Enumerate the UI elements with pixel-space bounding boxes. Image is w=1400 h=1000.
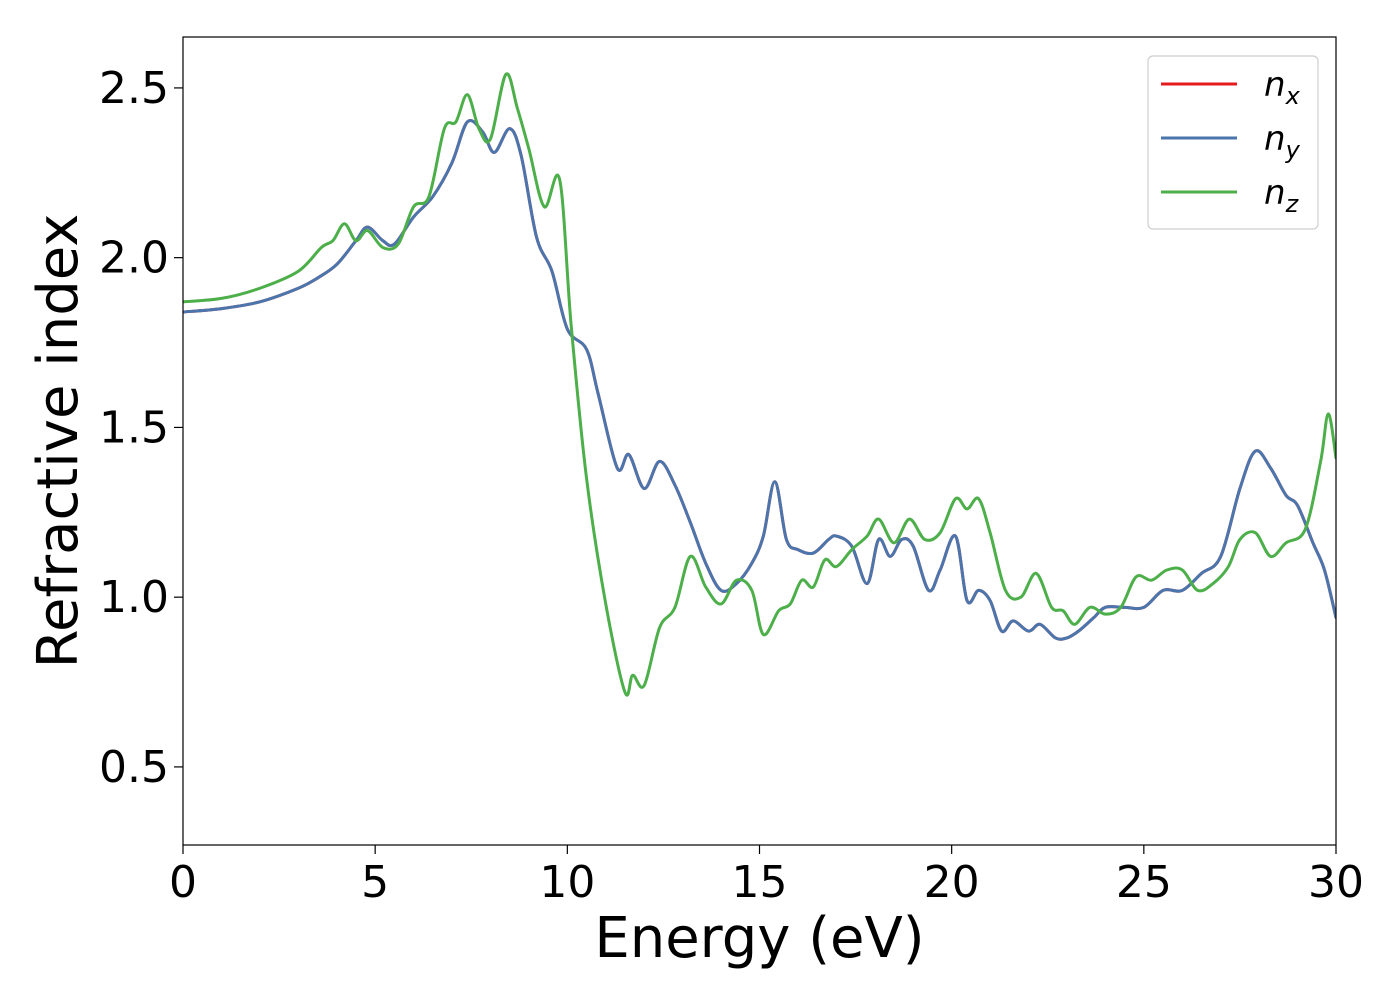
- series-lines: [183, 72, 1336, 697]
- y-axis-ticks: 0.5 1.0 1.5 2.0 2.5: [99, 63, 183, 793]
- x-tick-label: 5: [361, 857, 389, 908]
- y-tick-label: 1.0: [99, 572, 169, 623]
- series-line-n-z: [183, 72, 1336, 697]
- y-tick-label: 1.5: [99, 402, 169, 453]
- legend: nx ny nz: [1147, 55, 1319, 230]
- x-tick-label: 20: [924, 857, 980, 908]
- y-tick-label: 2.0: [99, 233, 169, 284]
- legend-label-n-x: nx: [1264, 65, 1301, 110]
- x-tick-label: 15: [732, 857, 788, 908]
- legend-label-n-y: ny: [1264, 119, 1301, 164]
- y-axis-title: Refractive index: [26, 214, 91, 669]
- x-axis-title: Energy (eV): [594, 906, 924, 971]
- y-tick-label: 2.5: [99, 63, 169, 114]
- x-tick-label: 0: [169, 857, 197, 908]
- y-tick-label: 0.5: [99, 742, 169, 793]
- x-tick-label: 10: [539, 857, 595, 908]
- x-tick-label: 25: [1116, 857, 1172, 908]
- legend-label-n-z: nz: [1264, 173, 1300, 218]
- series-line-n-y: [183, 119, 1336, 641]
- plot-area: [183, 37, 1336, 845]
- x-tick-label: 30: [1308, 857, 1364, 908]
- x-axis-ticks: 0 5 10 15 20 25 30: [169, 845, 1364, 908]
- legend-frame: [1147, 55, 1319, 230]
